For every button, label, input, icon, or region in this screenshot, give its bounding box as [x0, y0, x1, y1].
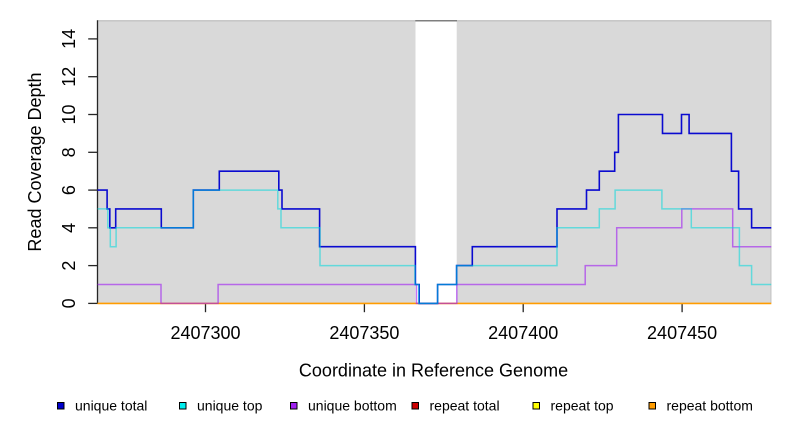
- svg-text:2407300: 2407300: [170, 323, 240, 343]
- svg-text:unique bottom: unique bottom: [308, 398, 397, 414]
- svg-text:2407350: 2407350: [329, 323, 399, 343]
- svg-text:2407400: 2407400: [488, 323, 558, 343]
- svg-text:unique top: unique top: [197, 398, 263, 414]
- svg-text:4: 4: [59, 223, 79, 233]
- svg-text:repeat top: repeat top: [551, 398, 614, 414]
- svg-text:10: 10: [59, 104, 79, 124]
- svg-text:12: 12: [59, 67, 79, 87]
- svg-text:2: 2: [59, 261, 79, 271]
- svg-text:2407450: 2407450: [647, 323, 717, 343]
- svg-text:unique total: unique total: [75, 398, 147, 414]
- svg-text:8: 8: [59, 147, 79, 157]
- svg-text:Coordinate in Reference Genome: Coordinate in Reference Genome: [299, 361, 568, 381]
- svg-text:6: 6: [59, 185, 79, 195]
- svg-text:Read Coverage Depth: Read Coverage Depth: [25, 72, 45, 251]
- svg-text:repeat total: repeat total: [430, 398, 500, 414]
- svg-text:14: 14: [59, 29, 79, 49]
- svg-text:repeat bottom: repeat bottom: [667, 398, 753, 414]
- svg-text:0: 0: [59, 298, 79, 308]
